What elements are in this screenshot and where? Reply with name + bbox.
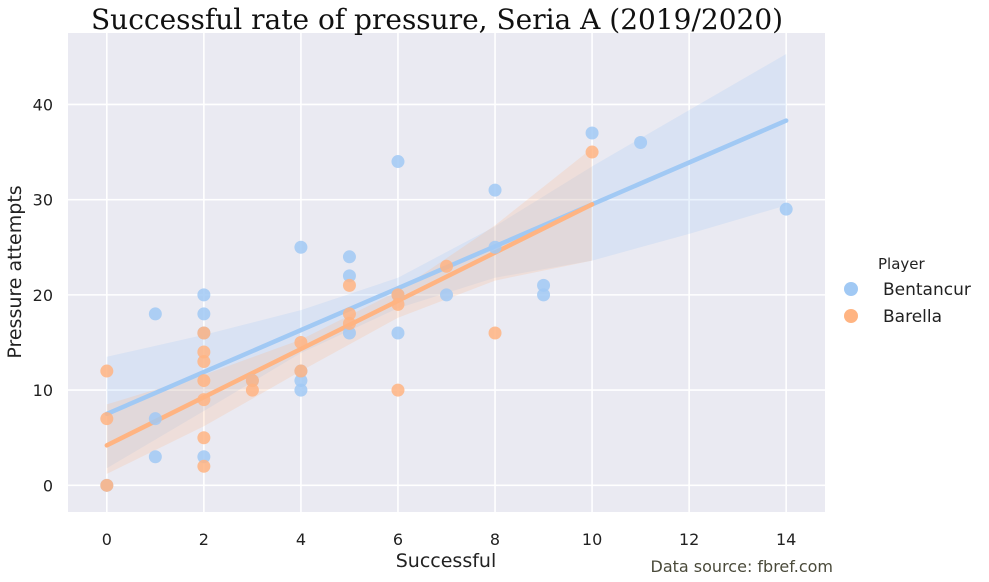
- point-barella: [100, 364, 114, 378]
- point-bentancur: [342, 269, 356, 283]
- legend-marker-bentancur: [844, 282, 858, 296]
- chart-title: Successful rate of pressure, Seria A (20…: [91, 3, 783, 36]
- y-axis-label: Pressure attempts: [4, 185, 26, 358]
- y-tick-label: 0: [43, 476, 53, 495]
- point-barella: [488, 326, 502, 340]
- y-tick-label: 40: [33, 95, 53, 114]
- x-tick-label: 8: [490, 530, 500, 549]
- point-bentancur: [537, 288, 551, 302]
- point-bentancur: [391, 326, 405, 340]
- point-bentancur: [197, 288, 211, 302]
- point-barella: [294, 364, 308, 378]
- point-barella: [197, 355, 211, 369]
- y-tick-label: 30: [33, 191, 53, 210]
- point-bentancur: [294, 374, 308, 388]
- point-barella: [245, 383, 259, 397]
- legend-label-bentancur: Bentancur: [883, 280, 971, 300]
- y-tick-label: 10: [33, 381, 53, 400]
- data-source: Data source: fbref.com: [651, 557, 833, 576]
- point-bentancur: [537, 278, 551, 292]
- point-bentancur: [391, 155, 405, 169]
- data-points: [100, 126, 793, 492]
- x-tick-labels: 0 2 4 6 8 10 12 14: [102, 530, 797, 549]
- point-barella: [245, 374, 259, 388]
- point-barella: [197, 459, 211, 473]
- point-bentancur: [634, 136, 648, 150]
- point-bentancur: [488, 240, 502, 254]
- point-barella: [100, 478, 114, 492]
- x-tick-label: 12: [679, 530, 699, 549]
- confidence-band-barella: [106, 148, 593, 474]
- point-barella: [197, 345, 211, 359]
- point-bentancur: [148, 412, 162, 426]
- y-tick-labels: 0 10 20 30 40: [33, 95, 53, 495]
- x-tick-label: 2: [199, 530, 209, 549]
- point-bentancur: [148, 307, 162, 321]
- point-barella: [342, 307, 356, 321]
- point-bentancur: [585, 126, 599, 140]
- point-barella: [391, 297, 405, 311]
- point-bentancur: [294, 383, 308, 397]
- point-bentancur: [197, 450, 211, 464]
- point-bentancur: [342, 326, 356, 340]
- point-barella: [197, 431, 211, 445]
- legend-marker-barella: [844, 309, 858, 323]
- point-barella: [100, 412, 114, 426]
- legend-title: Player: [878, 255, 926, 273]
- point-bentancur: [197, 307, 211, 321]
- legend-label-barella: Barella: [883, 307, 942, 327]
- x-tick-label: 0: [102, 530, 112, 549]
- point-barella: [197, 393, 211, 407]
- point-barella: [342, 278, 356, 292]
- point-barella: [342, 316, 356, 330]
- x-tick-label: 14: [776, 530, 796, 549]
- point-bentancur: [779, 202, 793, 216]
- point-bentancur: [440, 288, 453, 302]
- point-bentancur: [342, 250, 356, 264]
- point-barella: [585, 145, 599, 159]
- point-barella: [294, 335, 308, 349]
- point-barella: [197, 326, 211, 340]
- legend: Player Bentancur Barella: [844, 255, 971, 327]
- point-barella: [391, 383, 405, 397]
- x-axis-label: Successful: [396, 550, 497, 572]
- y-tick-label: 20: [33, 286, 53, 305]
- point-barella: [440, 259, 453, 273]
- point-barella: [197, 374, 211, 388]
- point-barella: [391, 288, 405, 302]
- point-bentancur: [294, 240, 308, 254]
- point-bentancur: [488, 183, 502, 197]
- x-tick-label: 4: [296, 530, 306, 549]
- x-tick-label: 10: [582, 530, 602, 549]
- x-tick-label: 6: [393, 530, 403, 549]
- point-bentancur: [148, 450, 162, 464]
